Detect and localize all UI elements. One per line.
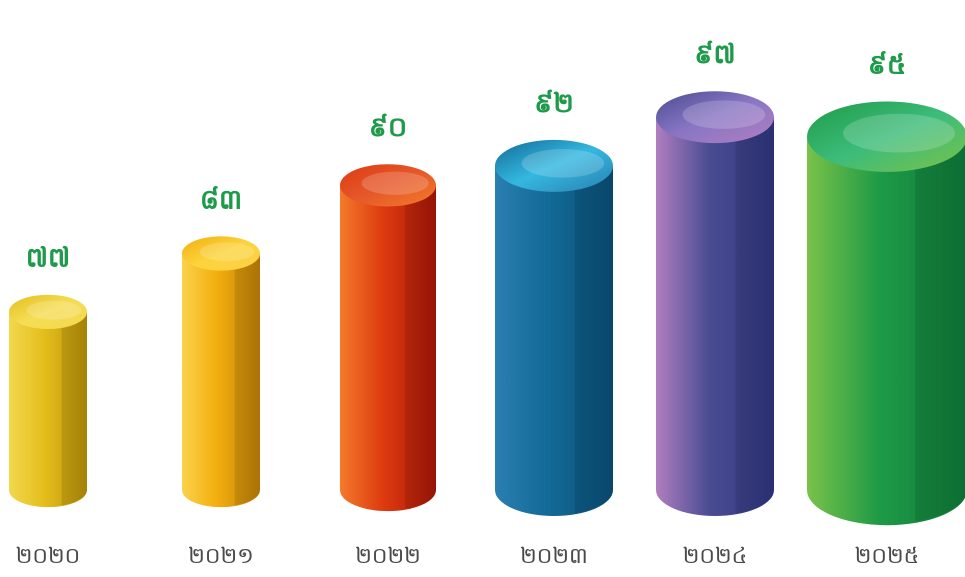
value-label-3: ៩២: [534, 88, 574, 119]
value-label-0: ៧៧: [26, 243, 70, 274]
bar-body-1: [182, 253, 260, 508]
bar-top-highlight-1: [199, 242, 255, 262]
bar-top-2: [340, 164, 436, 207]
bar-top-highlight-4: [682, 100, 766, 129]
bar-shade-0: [61, 311, 87, 506]
bars-layer: [9, 91, 965, 526]
category-label-4: ២០២៤: [683, 544, 747, 569]
bar-top-highlight-5: [843, 113, 955, 153]
bar-top-1: [182, 236, 260, 271]
bar-shade-2: [404, 185, 436, 510]
bar-top-highlight-2: [361, 171, 429, 195]
bar-shade-5: [915, 136, 965, 522]
bar-body-4: [656, 117, 774, 516]
category-label-2: ២០២២: [355, 544, 421, 569]
bar-top-5: [807, 101, 965, 172]
bar-4: [656, 91, 774, 516]
bar-5: [807, 101, 965, 526]
bar-3: [495, 139, 613, 516]
value-label-1: ៨៣: [200, 184, 242, 215]
bar-body-2: [340, 185, 436, 512]
bar-top-0: [9, 294, 87, 330]
value-label-2: ៩០: [369, 112, 407, 143]
bar-body-5: [807, 136, 965, 526]
bar-top-highlight-0: [26, 300, 82, 320]
category-label-0: ២០២០: [16, 544, 80, 569]
bar-shade-4: [735, 117, 774, 514]
category-label-1: ២០២១: [188, 544, 254, 569]
bar-body-0: [9, 311, 87, 508]
bar-top-4: [656, 91, 774, 144]
value-label-4: ៩៧: [694, 39, 735, 70]
bar-2: [340, 164, 436, 512]
bar-shade-3: [574, 165, 613, 514]
bar-top-3: [495, 139, 613, 192]
bar-1: [182, 236, 260, 508]
bar-0: [9, 294, 87, 508]
value-label-5: ៩៥: [868, 49, 906, 80]
bar-shade-1: [234, 253, 260, 506]
bar-top-highlight-3: [521, 148, 605, 178]
bar-body-3: [495, 165, 613, 516]
category-label-3: ២០២៣: [520, 544, 588, 569]
category-label-5: ២០២៥: [855, 544, 919, 569]
